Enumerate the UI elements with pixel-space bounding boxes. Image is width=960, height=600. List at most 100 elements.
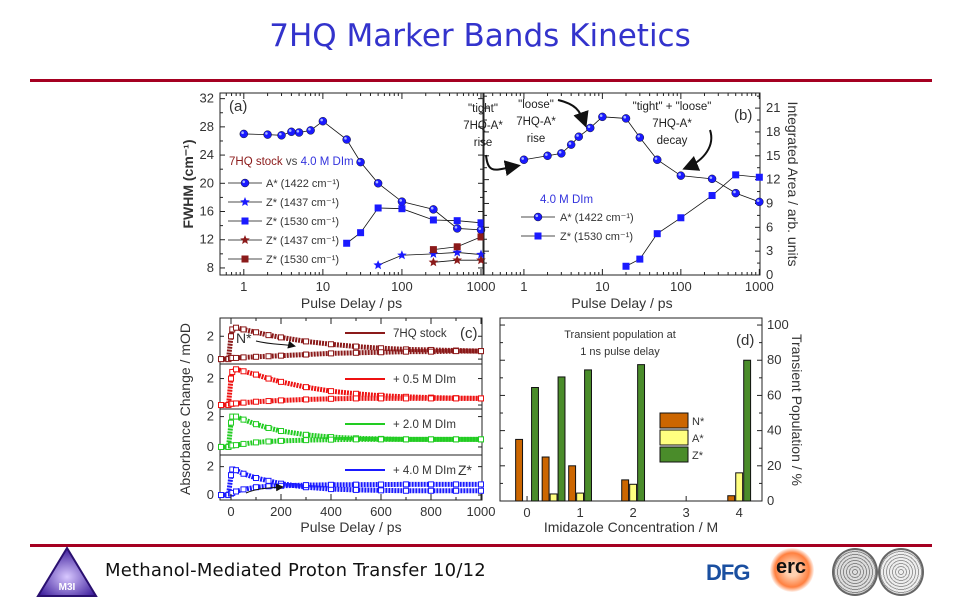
y-tick-label: 2 [207,409,214,424]
data-point [353,436,359,443]
data-point [428,348,434,355]
data-point [343,239,351,247]
data-point [328,350,334,357]
legend-label: Z* (1530 cm⁻¹) [266,216,339,228]
data-point [428,248,439,258]
data-point [755,173,763,181]
y-axis-label: Absorbance Change / mOD [177,323,193,495]
x-tick-label: 1 [240,279,247,294]
x-tick-label: 1 [520,279,527,294]
annotation-text: 7HQ-A* [516,116,556,128]
data-point [566,140,576,149]
trace-rise-0 [218,348,484,363]
data-point [328,341,334,348]
data-point [265,477,272,484]
data-point [403,436,409,443]
series-a-2 [343,204,485,247]
data-point [303,482,309,489]
data-point [233,467,239,474]
arrow-decay [682,129,713,171]
legend-label: + 0.5 M DIm [393,374,456,386]
data-point [453,481,459,488]
data-point [228,375,234,382]
legend-swatch [659,412,689,429]
y-tick-label: 0 [207,397,214,412]
panel-label-c: (c) [460,325,478,342]
legend-title: 7HQ stock vs 4.0 M DIm [229,156,354,168]
y-tick-label: 2 [207,328,214,343]
x-axis-label: Pulse Delay / ps [301,295,402,311]
data-point [303,396,309,403]
y-tick-label: 12 [766,172,780,187]
data-point [278,428,284,435]
data-point [557,149,566,158]
x-tick-label: 600 [370,504,392,519]
data-point [478,395,484,402]
x-tick-label: 1 [576,505,583,520]
legend-label: A* [692,433,704,445]
legend-label: Z* (1530 cm⁻¹) [560,231,633,243]
series-b-1 [622,171,763,270]
dfg-logo: DFG [706,560,750,585]
y-axis-label: Transient Population / % [789,334,805,486]
y-tick-label: 2 [207,371,214,386]
annotation-n-star: N* [236,330,252,346]
legend-item: Z* (1530 cm⁻¹) [228,254,339,266]
m3i-logo: M3I [36,546,98,597]
y-tick-label: 80 [767,352,781,367]
data-point [303,431,309,438]
annotation-text: "loose" [518,99,554,111]
chart-title-line: 1 ns pulse delay [580,346,660,358]
x-tick-label: 400 [320,504,342,519]
annotation-z-star: Z* [458,462,473,478]
y-axis-label: Integrated Area / arb. units [785,102,801,267]
data-point [373,179,383,188]
data-point [598,112,607,122]
bar [576,492,585,502]
data-point [287,127,296,136]
legend-marker [240,197,250,206]
data-point [653,230,661,238]
annotation-text: "tight" + "loose" [633,101,712,113]
bar [727,495,736,502]
x-tick-label: 800 [420,504,442,519]
footer-title: Methanol-Mediated Proton Transfer 10/12 [105,560,486,581]
data-point [328,395,334,402]
series-a-0 [239,117,486,235]
plot-frame-a [219,92,484,276]
annotation-text: decay [657,135,688,147]
legend-label: A* (1422 cm⁻¹) [560,212,634,224]
y-tick-label: 20 [200,175,214,190]
data-point [277,131,286,140]
data-point [353,486,359,493]
data-point [452,224,462,233]
data-point [265,398,272,405]
arrow-tight-rise [485,154,521,177]
bar [629,483,638,502]
y-tick-label: 0 [766,267,773,282]
data-point [303,437,309,444]
y-tick-label: 28 [200,119,214,134]
y-tick-label: 12 [200,232,214,247]
data-point [278,397,284,404]
legend-label: 7HQ stock [393,328,447,340]
data-point [263,130,272,139]
data-point [240,368,247,375]
data-point [240,440,247,447]
legend-title: 4.0 M DIm [540,194,593,206]
bar [531,387,539,502]
x-axis-label: Pulse Delay / ps [300,519,401,535]
data-point [708,192,716,200]
arrow-n-star [255,340,296,349]
data-point [233,324,239,331]
data-point [428,487,434,494]
data-point [353,349,359,356]
data-point [452,247,462,257]
data-point [476,249,486,259]
data-point [378,436,384,443]
x-tick-label: 100 [391,279,413,294]
data-point [228,472,234,479]
y-tick-label: 40 [767,423,781,438]
erc-logo: erc [770,548,814,592]
y-tick-label: 32 [200,91,214,106]
